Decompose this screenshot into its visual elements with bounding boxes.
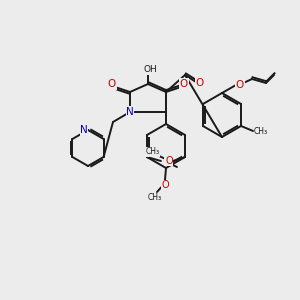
Text: O: O bbox=[196, 78, 204, 88]
Text: CH₃: CH₃ bbox=[146, 148, 160, 157]
Text: CH₃: CH₃ bbox=[148, 194, 162, 202]
Text: N: N bbox=[80, 125, 88, 135]
Text: O: O bbox=[161, 180, 169, 190]
Text: N: N bbox=[126, 107, 134, 117]
Text: O: O bbox=[164, 156, 172, 166]
Text: O: O bbox=[180, 79, 188, 89]
Text: CH₃: CH₃ bbox=[254, 127, 268, 136]
Text: O: O bbox=[236, 80, 244, 90]
Text: OH: OH bbox=[143, 65, 157, 74]
Text: O: O bbox=[108, 79, 116, 89]
Text: O: O bbox=[165, 156, 173, 166]
